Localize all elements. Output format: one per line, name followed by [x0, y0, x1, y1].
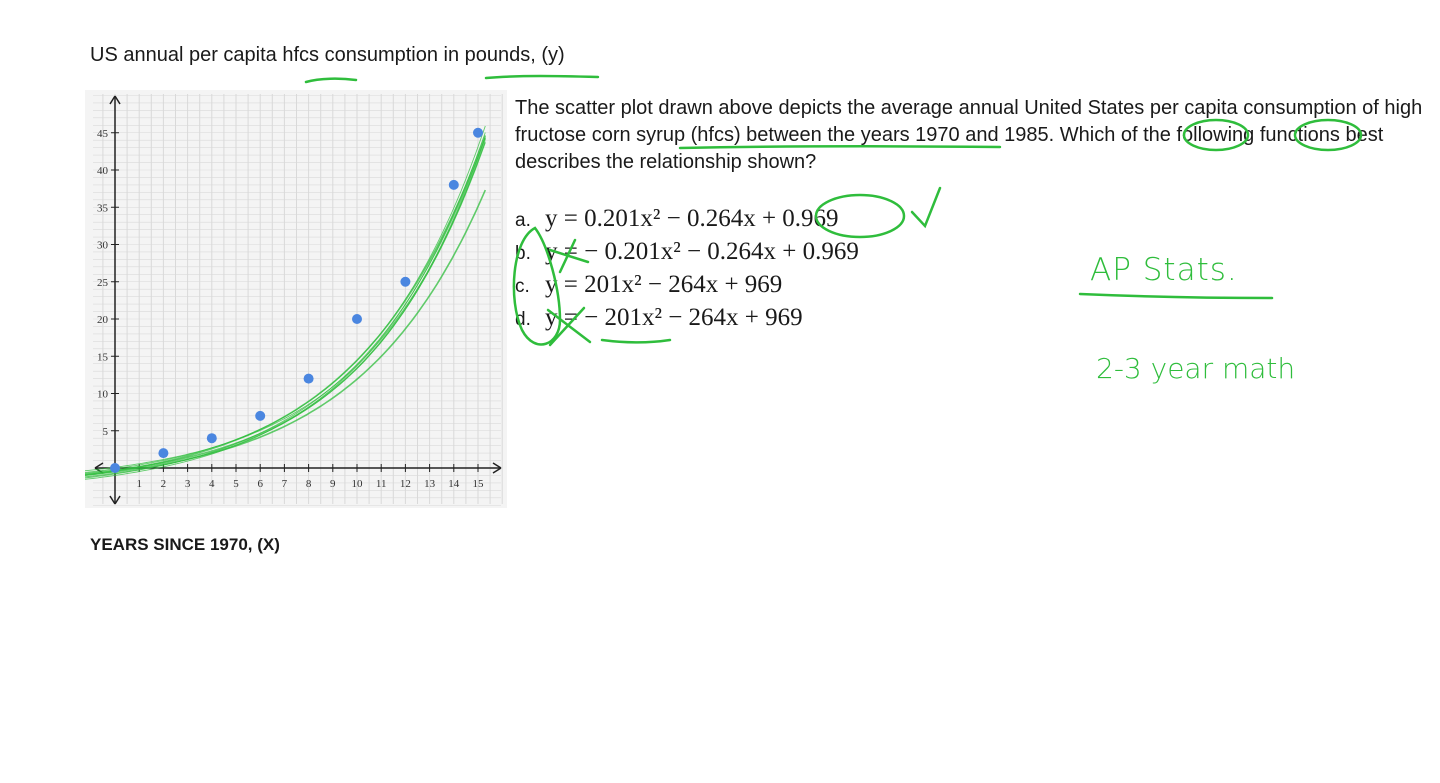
x-tick-label: 5	[233, 478, 239, 490]
x-tick-label: 3	[185, 478, 191, 490]
x-tick-label: 13	[424, 478, 436, 490]
x-tick-label: 11	[376, 478, 387, 490]
underline-hfcs	[304, 77, 358, 84]
fit-curve	[85, 141, 486, 472]
x-tick-label: 4	[209, 478, 215, 490]
y-tick-label: 35	[97, 202, 109, 214]
y-tick-label: 30	[97, 240, 109, 252]
y-tick-label: 40	[97, 165, 109, 177]
fit-curve	[85, 142, 486, 478]
note-years-math: 2-3 year math	[1096, 352, 1296, 385]
x-tick-label: 6	[257, 478, 263, 490]
data-point	[206, 433, 217, 444]
data-point	[448, 179, 459, 190]
choice-d[interactable]: d. y = − 201x² − 264x + 969	[515, 304, 1215, 337]
choice-b[interactable]: b. y = − 0.201x² − 0.264x + 0.969	[515, 238, 1215, 271]
y-tick-label: 5	[103, 426, 109, 438]
choice-letter: c.	[515, 276, 530, 297]
data-points	[110, 127, 483, 473]
choice-a[interactable]: a. y = 0.201x² − 0.264x + 0.969	[515, 205, 1215, 238]
data-point	[255, 410, 266, 421]
y-tick-label: 45	[97, 128, 109, 140]
x-tick-label: 10	[352, 478, 364, 490]
y-tick-label: 25	[97, 277, 109, 289]
x-tick-label: 2	[161, 478, 167, 490]
choice-formula: y = 201x² − 264x + 969	[545, 271, 783, 298]
x-tick-label: 15	[473, 478, 485, 490]
y-axis-arrows	[109, 95, 121, 505]
x-tick-label: 7	[282, 478, 288, 490]
chart-title: US annual per capita hfcs consumption in…	[90, 44, 565, 66]
y-tick-label: 10	[97, 389, 109, 401]
choice-formula: y = − 0.201x² − 0.264x + 0.969	[545, 238, 859, 265]
choice-formula: y = 0.201x² − 0.264x + 0.969	[545, 205, 839, 232]
x-tick-label: 14	[448, 478, 460, 490]
x-tick-label: 9	[330, 478, 336, 490]
choice-letter: a.	[515, 210, 531, 231]
data-point	[303, 373, 314, 384]
fit-curves	[85, 125, 487, 480]
y-tick-label: 15	[97, 351, 109, 363]
choice-formula: y = − 201x² − 264x + 969	[545, 304, 803, 331]
choice-letter: b.	[515, 243, 531, 264]
fit-curve	[85, 135, 487, 476]
grid	[93, 94, 503, 506]
choice-letter: d.	[515, 309, 531, 330]
data-point	[158, 448, 169, 459]
underline-pounds	[484, 74, 600, 80]
y-tick-label: 20	[97, 314, 109, 326]
fit-curve	[85, 189, 487, 476]
data-point	[400, 276, 411, 287]
x-axis-label: YEARS SINCE 1970, (X)	[90, 535, 280, 554]
underline-201	[600, 338, 672, 344]
x-tick-label: 1	[136, 478, 142, 490]
data-point	[110, 463, 120, 473]
x-tick-label: 8	[306, 478, 312, 490]
x-tick-label: 12	[400, 478, 411, 490]
note-ap-stats: AP Stats.	[1090, 252, 1238, 288]
data-point	[473, 127, 483, 138]
data-point	[352, 314, 362, 324]
question-text: The scatter plot drawn above depicts the…	[515, 97, 1423, 173]
